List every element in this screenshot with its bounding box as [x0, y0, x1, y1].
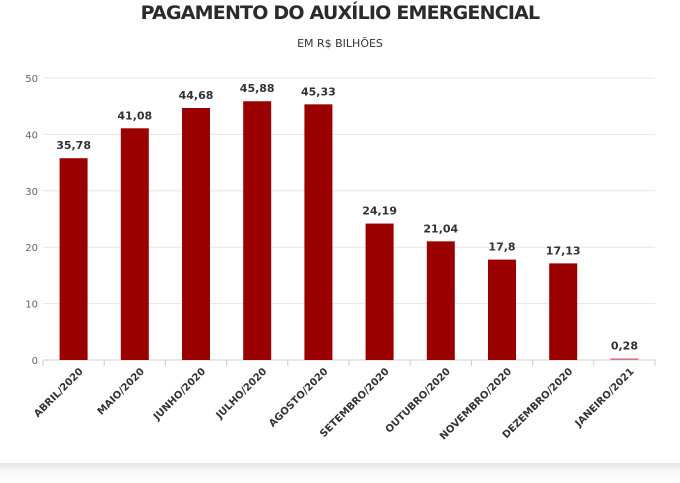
bars — [59, 101, 639, 361]
x-tick-label: DEZEMBRO/2020 — [501, 366, 576, 441]
bar — [488, 259, 516, 360]
data-label: 17,13 — [546, 244, 581, 257]
x-axis-ticks: ABRIL/2020 MAIO/2020 JUNHO/2020 JULHO/2020A… — [32, 360, 656, 442]
bar — [182, 108, 210, 361]
data-label: 21,04 — [423, 222, 458, 235]
y-tick-label: 40 — [25, 130, 38, 141]
bar — [59, 158, 88, 360]
x-tick-label: JULHO/2020 — [214, 366, 270, 422]
x-tick-label: JANEIRO/2021 — [573, 366, 637, 430]
data-label: 45,33 — [301, 85, 336, 98]
data-label: 17,8 — [488, 241, 515, 254]
y-tick-label: 10 — [25, 300, 38, 311]
data-label: 0,28 — [611, 339, 638, 352]
bar — [610, 358, 639, 360]
data-label: 45,88 — [240, 82, 275, 95]
x-tick-label: MAIO/2020 — [96, 366, 147, 417]
bar — [304, 104, 333, 360]
bottom-divider — [0, 463, 680, 483]
data-label: 35,78 — [56, 139, 91, 152]
bar — [243, 101, 272, 360]
bar — [426, 241, 455, 360]
y-tick-label: 20 — [25, 243, 38, 254]
x-tick-label: JUNHO/2020 — [151, 366, 208, 423]
y-tick-label: 30 — [25, 187, 38, 198]
x-tick-label: OUTUBRO/2020 — [384, 366, 453, 435]
chart-subtitle: EM R$ BILHÕES — [297, 37, 383, 50]
x-tick-label: AGOSTO/2020 — [267, 366, 330, 429]
data-labels: 35,78 41,08 44,68 45,88 45,33 24,19 21,04 17,8 1… — [56, 82, 638, 352]
x-tick-label: SETEMBRO/2020 — [318, 366, 392, 440]
chart-title: PAGAMENTO DO AUXÍLIO EMERGENCIAL — [140, 2, 540, 24]
y-axis-ticks: 0 10 20 30 40 50 — [25, 74, 38, 367]
y-tick-label: 50 — [25, 74, 38, 85]
x-tick-label: ABRIL/2020 — [32, 366, 86, 420]
y-tick-label: 0 — [32, 356, 38, 367]
bar — [365, 223, 394, 360]
data-label: 24,19 — [362, 205, 397, 218]
data-label: 44,68 — [179, 89, 214, 102]
bar — [549, 263, 578, 360]
bar — [120, 128, 149, 360]
data-label: 41,08 — [117, 109, 152, 122]
